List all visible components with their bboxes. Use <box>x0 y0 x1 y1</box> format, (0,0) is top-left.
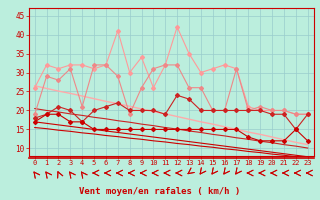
Text: Vent moyen/en rafales ( km/h ): Vent moyen/en rafales ( km/h ) <box>79 187 241 196</box>
